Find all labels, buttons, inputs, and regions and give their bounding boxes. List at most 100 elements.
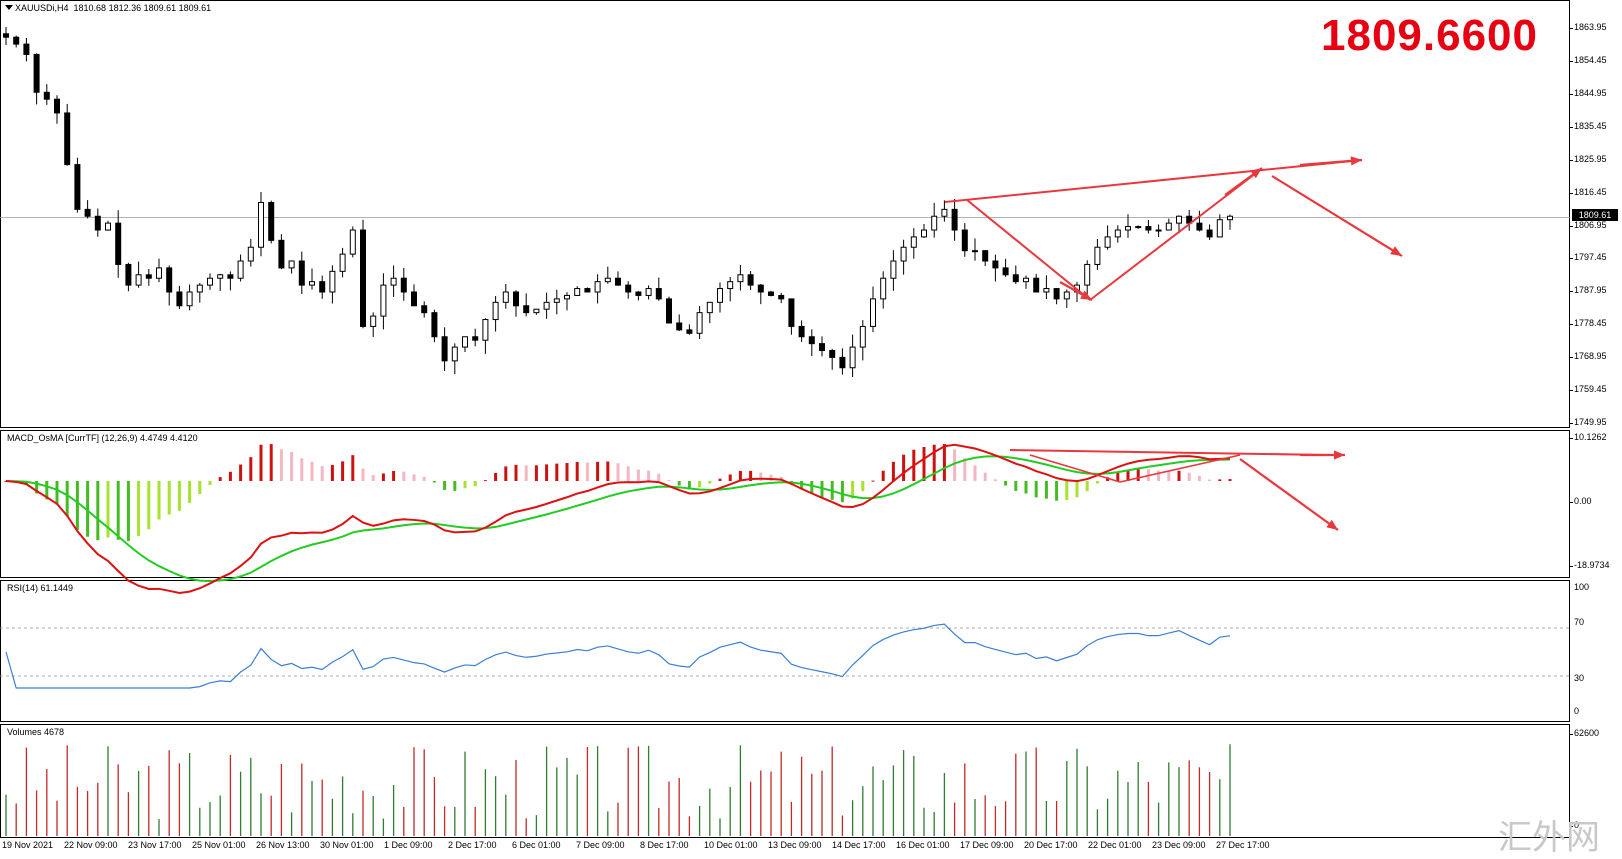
time-axis[interactable]: 19 Nov 2021 22 Nov 09:00 23 Nov 17:00 25 No… xyxy=(0,838,1570,856)
candle-body xyxy=(84,208,91,217)
candle-body xyxy=(125,263,132,286)
axis-tick-label: 1749.95 xyxy=(1574,417,1607,427)
axis-tick xyxy=(1569,192,1573,194)
time-axis-label: 2 Dec 17:00 xyxy=(448,840,497,850)
macd-histogram-bar xyxy=(1075,481,1079,498)
macd-histogram-bar xyxy=(749,470,753,481)
macd-histogram-bar xyxy=(1177,470,1181,481)
macd-histogram-bar xyxy=(463,481,467,489)
macd-histogram-bar xyxy=(1218,479,1222,481)
candle-body xyxy=(564,294,570,300)
chart-menu-arrow-icon[interactable] xyxy=(5,5,13,10)
rsi-pane[interactable]: RSI(14) 61.1449 xyxy=(0,580,1570,722)
candle-body xyxy=(849,346,856,369)
axis-tick xyxy=(1569,502,1573,503)
macd-histogram-bar xyxy=(667,480,671,482)
macd-histogram-bar xyxy=(616,463,620,481)
price-axis[interactable]: 1863.95 1854.45 1844.95 1835.45 1825.95 1816.… xyxy=(1569,0,1622,428)
macd-histogram-bar xyxy=(167,481,171,515)
trendline-upper xyxy=(944,159,1363,203)
macd-histogram-bar xyxy=(239,464,243,481)
candle-body xyxy=(1165,222,1172,231)
candle-body xyxy=(1155,229,1162,232)
macd-histogram-bar xyxy=(647,470,651,481)
time-axis-label: 27 Dec 17:00 xyxy=(1216,840,1270,850)
axis-tick xyxy=(1569,390,1573,392)
candle-body xyxy=(594,281,601,293)
macd-histogram-bar xyxy=(279,449,283,481)
axis-tick-label: 0.00 xyxy=(1574,496,1592,506)
macd-histogram-bar xyxy=(290,451,294,481)
candle-body xyxy=(706,301,713,314)
axis-tick-label: 30 xyxy=(1574,673,1585,683)
ohlc-readout: 1810.68 1812.36 1809.61 1809.61 xyxy=(73,3,212,13)
candle-body xyxy=(247,246,254,262)
candle-body xyxy=(1135,226,1142,229)
macd-histogram-bar xyxy=(922,446,926,481)
volumes-pane[interactable]: Volumes 4678 xyxy=(0,724,1570,838)
candle-body xyxy=(961,229,968,252)
time-axis-label: 1 Dec 09:00 xyxy=(384,840,433,850)
candle-body xyxy=(1023,277,1029,283)
time-axis-label: 13 Dec 09:00 xyxy=(768,840,822,850)
candle-body xyxy=(900,246,907,262)
macd-histogram-bar xyxy=(1167,470,1171,481)
candle-body xyxy=(349,229,356,255)
candle-body xyxy=(207,277,213,286)
time-axis-label: 10 Dec 01:00 xyxy=(704,840,758,850)
macd-histogram-bar xyxy=(137,481,141,536)
macd-histogram-bar xyxy=(810,481,814,494)
macd-histogram-bar xyxy=(851,481,855,499)
macd-histogram-bar xyxy=(1034,481,1038,498)
time-axis-label: 25 Nov 01:00 xyxy=(192,840,246,850)
macd-histogram-bar xyxy=(1228,479,1232,481)
volumes-axis: 62600 0 xyxy=(1569,724,1622,838)
axis-tick-label: 1844.95 xyxy=(1574,87,1607,98)
macd-histogram-bar xyxy=(330,465,334,481)
macd-histogram-bar xyxy=(545,464,549,481)
candle-body xyxy=(196,284,203,293)
axis-tick-label: 1778.45 xyxy=(1574,318,1607,329)
macd-histogram-bar xyxy=(269,444,273,481)
macd-histogram-bar xyxy=(626,466,630,481)
macd-histogram-bar xyxy=(75,481,79,530)
candle-body xyxy=(1094,246,1101,265)
macd-histogram-bar xyxy=(932,444,936,481)
candle-body xyxy=(574,288,581,296)
candle-body xyxy=(400,277,407,293)
macd-histogram-bar xyxy=(759,472,763,481)
macd-histogram-bar xyxy=(728,474,732,481)
candle-body xyxy=(717,288,723,303)
macd-arrow-right-head xyxy=(1333,450,1345,460)
time-axis-label: 23 Dec 09:00 xyxy=(1152,840,1206,850)
candle-body xyxy=(237,260,244,279)
candle-body xyxy=(1125,226,1131,231)
candle-body xyxy=(1145,226,1152,231)
axis-tick xyxy=(1569,93,1573,95)
candle-body xyxy=(258,201,264,248)
macd-histogram-bar xyxy=(677,481,681,486)
time-axis-label: 20 Dec 17:00 xyxy=(1024,840,1078,850)
macd-arrow-down-head xyxy=(1326,519,1338,530)
candle-body xyxy=(268,201,275,241)
macd-histogram-bar xyxy=(208,481,212,485)
candle-body xyxy=(819,343,825,352)
macd-histogram-bar xyxy=(891,461,895,481)
macd-histogram-bar xyxy=(392,470,396,481)
candle-body xyxy=(737,274,744,283)
macd-histogram-bar xyxy=(259,444,263,481)
candle-body xyxy=(931,215,938,231)
candle-body xyxy=(1053,288,1060,300)
axis-tick-label: -18.9734 xyxy=(1574,560,1610,570)
macd-histogram-bar xyxy=(1065,481,1069,500)
candle-body xyxy=(625,284,632,293)
candle-body xyxy=(859,325,866,348)
arrow-trend-continue-head xyxy=(1350,156,1362,166)
macd-histogram-bar xyxy=(800,481,804,490)
candle-body xyxy=(1002,267,1009,276)
candle-body xyxy=(910,236,917,248)
macd-histogram-bar xyxy=(24,481,28,485)
axis-tick-label: 1806.95 xyxy=(1574,219,1607,230)
candle-body xyxy=(676,322,683,331)
macd-trendline xyxy=(1009,449,1331,456)
